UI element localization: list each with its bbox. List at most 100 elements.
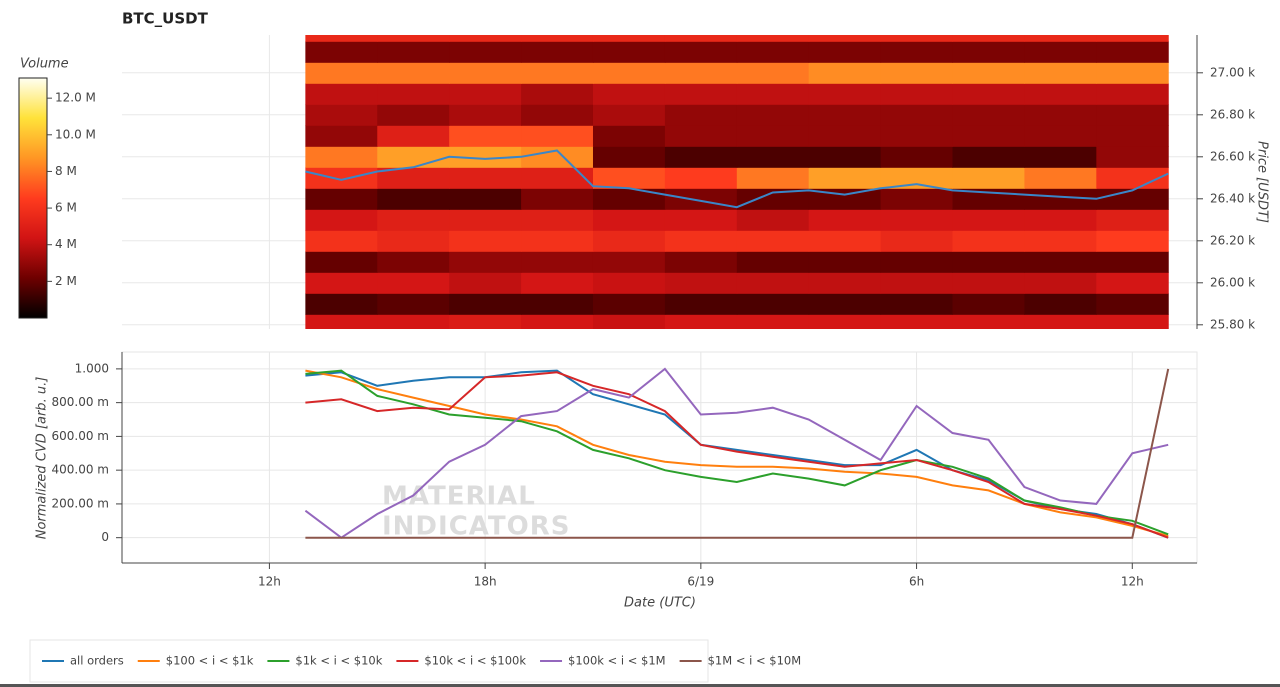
heatmap-cell bbox=[592, 62, 666, 84]
heatmap-cell bbox=[1096, 83, 1169, 105]
heatmap-cell bbox=[449, 41, 522, 63]
heatmap-cell bbox=[449, 251, 522, 273]
heatmap-cell bbox=[592, 251, 666, 273]
heatmap-cell bbox=[880, 62, 954, 84]
heatmap-cell bbox=[1096, 272, 1169, 294]
heatmap-cell bbox=[305, 35, 378, 42]
heatmap-cell bbox=[880, 125, 954, 147]
heatmap-cell bbox=[1024, 104, 1097, 126]
heatmap-cell bbox=[449, 209, 522, 231]
heatmap-cell bbox=[521, 62, 594, 84]
heatmap-cell bbox=[377, 314, 450, 329]
heatmap-cell bbox=[808, 62, 882, 84]
colorbar-tick-label: 10.0 M bbox=[55, 127, 96, 141]
price-line bbox=[305, 149, 1169, 209]
heatmap-cell bbox=[736, 104, 810, 126]
cvd-line bbox=[305, 369, 1169, 536]
colorbar-label: Volume bbox=[20, 57, 69, 72]
heatmap-cell bbox=[1024, 62, 1097, 84]
heatmap-cell bbox=[377, 83, 450, 105]
heatmap-cell bbox=[808, 230, 882, 252]
heatmap-cell bbox=[592, 188, 666, 210]
heatmap-cell bbox=[808, 146, 882, 168]
heatmap-cell bbox=[592, 293, 666, 315]
legend-label: $100k < i < $1M bbox=[568, 654, 666, 668]
heatmap-cell bbox=[377, 293, 450, 315]
heatmap-cell bbox=[1096, 167, 1169, 189]
heatmap-cell bbox=[808, 35, 882, 42]
heatmap-cell bbox=[880, 146, 954, 168]
heatmap-cell bbox=[808, 314, 882, 329]
heatmap-cell bbox=[952, 146, 1025, 168]
heatmap-cell bbox=[736, 167, 810, 189]
heatmap-cell bbox=[377, 35, 450, 42]
legend-label: $100 < i < $1k bbox=[166, 654, 254, 668]
legend-label: $10k < i < $100k bbox=[424, 654, 526, 668]
heatmap-cell bbox=[880, 167, 954, 189]
heatmap-cell bbox=[1024, 167, 1097, 189]
y-tick-label: 26.80 k bbox=[1210, 107, 1255, 121]
heatmap-cell bbox=[1096, 104, 1169, 126]
heatmap-cell bbox=[449, 83, 522, 105]
colorbar-tick-label: 6 M bbox=[55, 201, 77, 215]
heatmap-cell bbox=[808, 41, 882, 63]
colorbar-tick-label: 2 M bbox=[55, 274, 77, 288]
x-tick-label: 6h bbox=[909, 575, 924, 589]
y-tick-label: 26.40 k bbox=[1210, 191, 1255, 205]
colorbar-tick-label: 4 M bbox=[55, 237, 77, 251]
heatmap-cell bbox=[1096, 146, 1169, 168]
heatmap-cell bbox=[305, 272, 378, 294]
heatmap-cell bbox=[305, 188, 378, 210]
y-tick-label: 400.00 m bbox=[52, 463, 110, 477]
heatmap-cell bbox=[377, 251, 450, 273]
heatmap-cell bbox=[664, 188, 738, 210]
heatmap-cell bbox=[952, 209, 1025, 231]
heatmap-cell bbox=[305, 167, 378, 189]
heatmap-cell bbox=[1096, 293, 1169, 315]
watermark: INDICATORS bbox=[382, 512, 570, 542]
heatmap-cell bbox=[952, 167, 1025, 189]
heatmap-cell bbox=[305, 314, 378, 329]
heatmap-cell bbox=[377, 230, 450, 252]
y-tick-label: 1.000 bbox=[75, 361, 109, 375]
heatmap-cell bbox=[1096, 188, 1169, 210]
heatmap-cell bbox=[305, 251, 378, 273]
y-tick-label: 27.00 k bbox=[1210, 65, 1255, 79]
y-tick-label: 600.00 m bbox=[52, 429, 110, 443]
heatmap-cell bbox=[592, 272, 666, 294]
heatmap-cell bbox=[377, 167, 450, 189]
heatmap-cell bbox=[1096, 230, 1169, 252]
heatmap-cell bbox=[808, 188, 882, 210]
heatmap-cell bbox=[808, 251, 882, 273]
y-axis-label: Normalized CVD [arb. u.] bbox=[35, 377, 50, 540]
plot-area bbox=[121, 351, 1198, 564]
colorbar-tick-label: 8 M bbox=[55, 164, 77, 178]
heatmap-cell bbox=[952, 314, 1025, 329]
heatmap-cell bbox=[449, 167, 522, 189]
heatmap-cell bbox=[952, 83, 1025, 105]
cvd-line bbox=[304, 367, 1169, 539]
heatmap-cell bbox=[736, 62, 810, 84]
heatmap-cell bbox=[1096, 125, 1169, 147]
heatmap-cell bbox=[1024, 35, 1097, 42]
heatmap-cell bbox=[521, 209, 594, 231]
heatmap-cell bbox=[1024, 83, 1097, 105]
heatmap-cell bbox=[305, 146, 378, 168]
heatmap-cell bbox=[736, 293, 810, 315]
heatmap-cell bbox=[592, 125, 666, 147]
heatmap-cell bbox=[880, 293, 954, 315]
heatmap-cell bbox=[952, 230, 1025, 252]
y-tick-label: 200.00 m bbox=[52, 496, 110, 510]
heatmap-cell bbox=[449, 272, 522, 294]
x-axis-label: Date (UTC) bbox=[624, 596, 696, 611]
heatmap-cell bbox=[377, 146, 450, 168]
heatmap-cell bbox=[592, 209, 666, 231]
heatmap-cell bbox=[736, 230, 810, 252]
heatmap-cell bbox=[664, 230, 738, 252]
heatmap-cell bbox=[880, 35, 954, 42]
heatmap-cell bbox=[521, 146, 594, 168]
heatmap-cell bbox=[521, 293, 594, 315]
heatmap-cell bbox=[592, 104, 666, 126]
heatmap-cell bbox=[377, 188, 450, 210]
